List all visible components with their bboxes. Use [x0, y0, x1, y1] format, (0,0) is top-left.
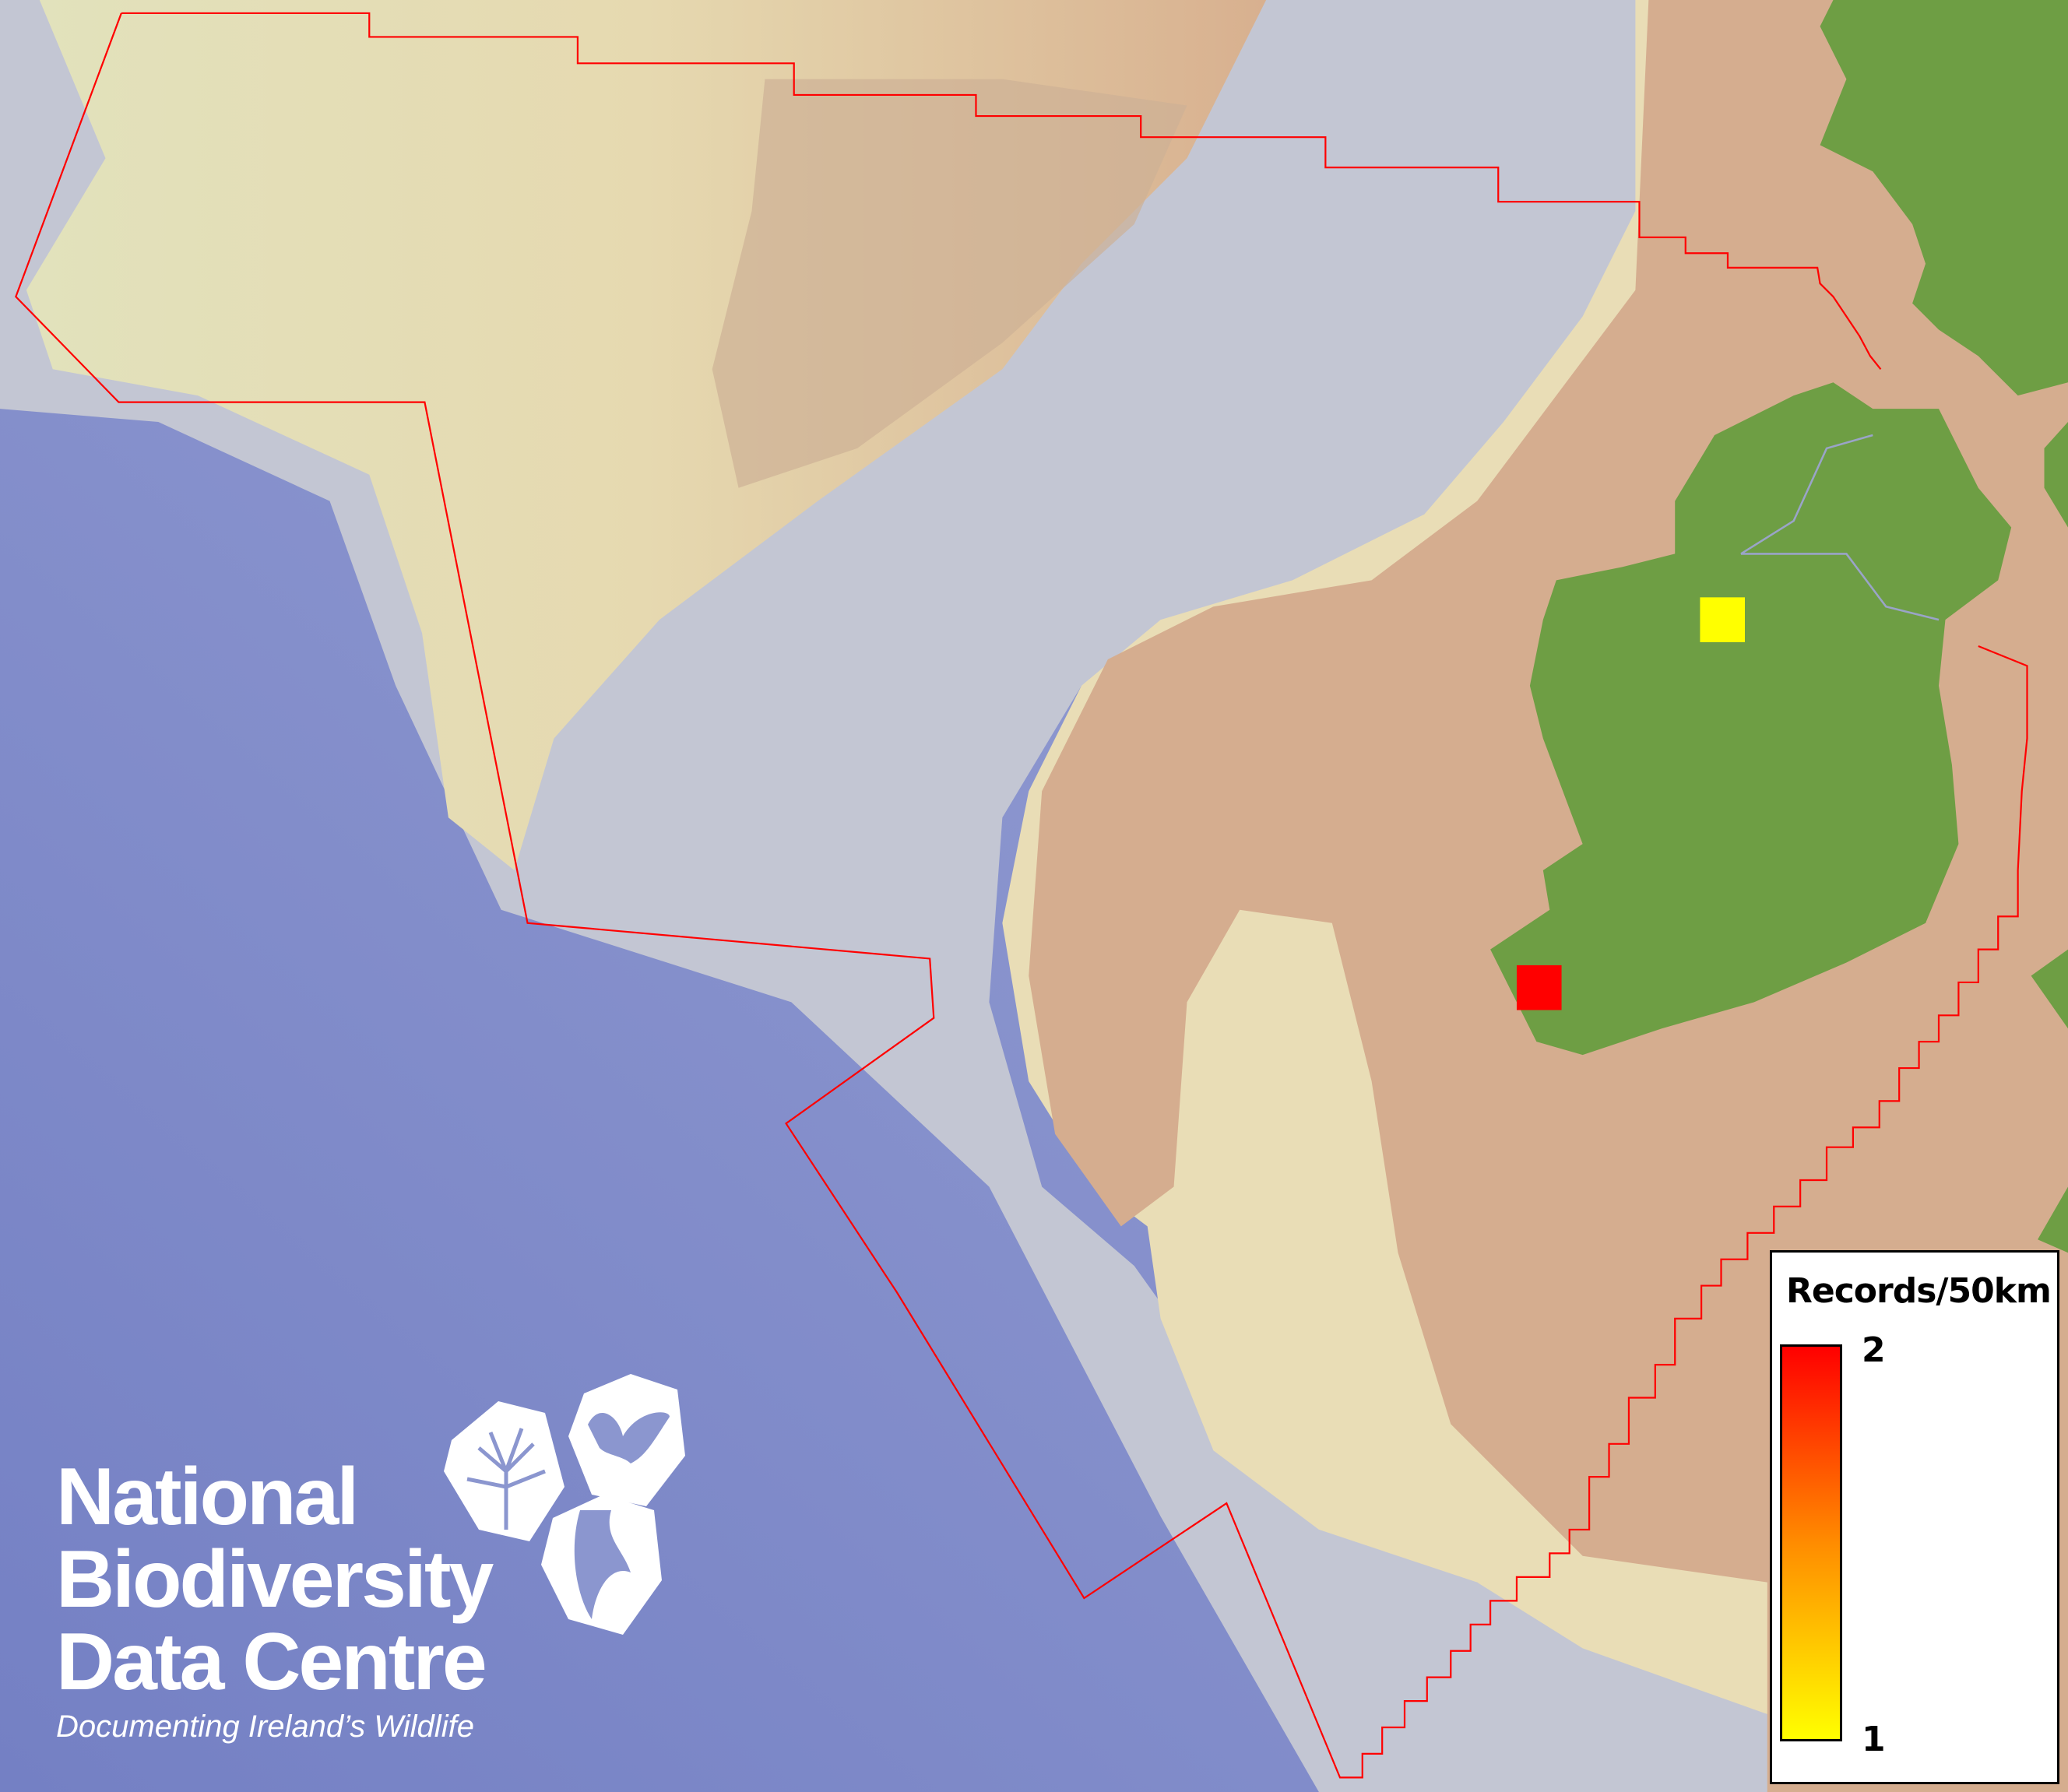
record-square-value-1[interactable] — [1700, 597, 1745, 642]
nbdc-logo: National Biodiversity Data Centre Docume… — [56, 1452, 494, 1745]
legend-max-label: 2 — [1862, 1330, 1886, 1370]
britain-land — [2031, 422, 2068, 1253]
plant-icon — [444, 1401, 564, 1541]
eez-boundary-line-south — [15, 12, 2028, 1779]
logo-hexagons — [444, 1374, 685, 1635]
legend-color-ramp — [1780, 1344, 1842, 1741]
logo-text-line3: Data Centre — [56, 1617, 487, 1707]
logo-text-line1: National — [56, 1452, 359, 1542]
ireland-land — [1490, 382, 2012, 1056]
legend-title: Records/50km — [1786, 1271, 2052, 1311]
logo-tagline: Documenting Ireland’s Wildlife — [56, 1709, 474, 1744]
legend-min-label: 1 — [1862, 1720, 1886, 1759]
logo-text-line2: Biodiversity — [56, 1534, 494, 1625]
map-legend: Records/50km 2 1 — [1770, 1250, 2059, 1784]
porcupine-seabight-shelf — [712, 79, 1187, 488]
border-line — [1740, 434, 1940, 621]
butterfly-icon — [568, 1374, 685, 1506]
seahorse-icon — [541, 1495, 662, 1635]
eez-boundary-line — [121, 12, 1882, 370]
record-square-value-2[interactable] — [1516, 965, 1562, 1010]
scotland-land — [1820, 0, 2068, 396]
